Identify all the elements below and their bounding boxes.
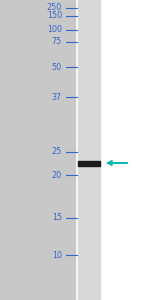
Text: 37: 37 [52,92,62,101]
Text: 20: 20 [52,170,62,179]
Text: 50: 50 [52,62,62,71]
Text: 150: 150 [47,11,62,20]
Text: 25: 25 [52,148,62,157]
Text: 100: 100 [47,26,62,34]
Bar [78,0,100,300]
Text: 75: 75 [52,38,62,46]
Bar [78,160,100,166]
Text: 10: 10 [52,250,62,260]
Text: 15: 15 [52,214,62,223]
Text: 250: 250 [47,4,62,13]
Bar [0,0,75,300]
